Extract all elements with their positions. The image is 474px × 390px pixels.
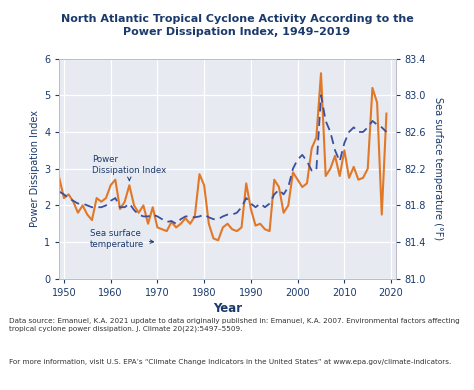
Y-axis label: Sea surface temperature (°F): Sea surface temperature (°F) (433, 97, 443, 240)
Text: Data source: Emanuel, K.A. 2021 update to data originally published in: Emanuel,: Data source: Emanuel, K.A. 2021 update t… (9, 318, 460, 332)
Text: North Atlantic Tropical Cyclone Activity According to the
Power Dissipation Inde: North Atlantic Tropical Cyclone Activity… (61, 14, 413, 37)
Text: For more information, visit U.S. EPA’s “Climate Change Indicators in the United : For more information, visit U.S. EPA’s “… (9, 359, 452, 365)
X-axis label: Year: Year (213, 302, 242, 315)
Y-axis label: Power Dissipation Index: Power Dissipation Index (30, 110, 40, 227)
Text: Power
Dissipation Index: Power Dissipation Index (92, 155, 166, 181)
Text: Sea surface
temperature: Sea surface temperature (90, 229, 154, 249)
